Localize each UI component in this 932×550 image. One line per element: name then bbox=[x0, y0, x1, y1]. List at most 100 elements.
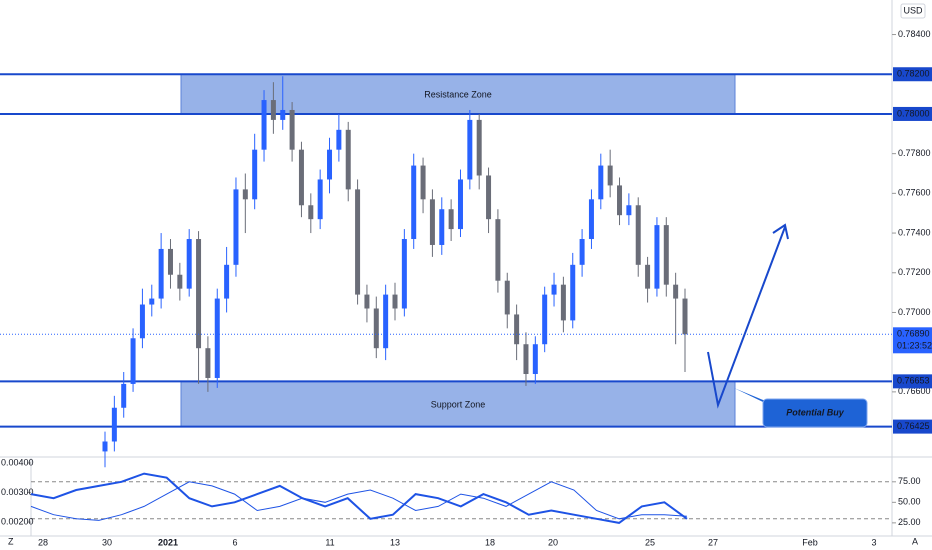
x-tick-label: 11 bbox=[325, 537, 334, 547]
y-tick-label: 0.77600 bbox=[898, 188, 931, 198]
level-badge bbox=[893, 106, 932, 121]
candle-body bbox=[448, 209, 454, 230]
x-tick-label: 27 bbox=[708, 537, 718, 547]
candle-body bbox=[514, 314, 520, 345]
candle-body bbox=[588, 199, 594, 240]
zone-label: Support Zone bbox=[431, 399, 486, 409]
candle-body bbox=[682, 298, 688, 335]
level-label: 0.78000 bbox=[897, 108, 930, 118]
candle-body bbox=[224, 264, 230, 299]
level-label: 0.78200 bbox=[897, 69, 930, 79]
candle-body bbox=[317, 179, 323, 220]
candle-body bbox=[635, 205, 641, 265]
level-label: 0.76653 bbox=[897, 376, 930, 386]
candle-body bbox=[355, 189, 361, 295]
currency: USD bbox=[903, 5, 923, 15]
y2-tick-label: 0.00300 bbox=[1, 487, 34, 497]
candle-body bbox=[504, 280, 510, 315]
candle-body bbox=[139, 304, 145, 339]
y-tick-label: 0.77800 bbox=[898, 148, 931, 158]
callout-box bbox=[762, 398, 868, 428]
candle-body bbox=[233, 189, 239, 265]
candle-body bbox=[177, 274, 183, 289]
y-tick-label: 25.00 bbox=[898, 517, 921, 527]
candle-body bbox=[542, 294, 548, 345]
candle-body bbox=[486, 175, 492, 220]
currency-box[interactable] bbox=[900, 3, 926, 19]
candle-body bbox=[495, 219, 501, 281]
candle-body bbox=[242, 189, 248, 200]
candle-body bbox=[663, 225, 669, 285]
candle-body bbox=[130, 338, 136, 384]
candle-body bbox=[196, 239, 202, 349]
candle-body bbox=[579, 239, 585, 265]
y2-tick-label: 0.00400 bbox=[1, 457, 34, 467]
x-tick-label: 20 bbox=[548, 537, 558, 547]
callout-pointer bbox=[734, 388, 768, 402]
candle-body bbox=[532, 344, 538, 375]
candle-body bbox=[523, 344, 529, 375]
candle-body bbox=[111, 407, 117, 442]
y-tick-label: 0.78400 bbox=[898, 29, 931, 39]
y-tick-label: 0.77000 bbox=[898, 307, 931, 317]
candle-body bbox=[327, 149, 333, 180]
candle-body bbox=[214, 298, 220, 378]
oscillator-line bbox=[30, 472, 688, 524]
candle-body bbox=[401, 239, 407, 309]
candle-body bbox=[158, 248, 164, 299]
y-tick-label: 50.00 bbox=[898, 497, 921, 507]
candle-body bbox=[411, 165, 417, 240]
candle-body bbox=[121, 383, 127, 408]
toolbar-z[interactable]: Z bbox=[8, 536, 14, 546]
candle-body bbox=[626, 205, 632, 216]
y-tick-label: 0.76600 bbox=[898, 386, 931, 396]
candle-body bbox=[149, 298, 155, 305]
candle-body bbox=[289, 109, 295, 150]
level-badge bbox=[893, 419, 932, 434]
candle-body bbox=[392, 294, 398, 309]
candle-body bbox=[298, 149, 304, 206]
level-badge bbox=[893, 67, 932, 82]
candle-body bbox=[270, 100, 276, 120]
candle-body bbox=[467, 119, 473, 180]
candle-body bbox=[457, 179, 463, 230]
x-tick-label: 30 bbox=[102, 537, 112, 547]
candle-body bbox=[205, 348, 211, 378]
current-price-badge bbox=[893, 327, 932, 354]
candle-body bbox=[336, 129, 342, 150]
candle-body bbox=[429, 199, 435, 245]
candle-body bbox=[617, 185, 623, 216]
candle-body bbox=[280, 109, 286, 120]
candle-body bbox=[308, 205, 314, 220]
x-tick-label: 28 bbox=[38, 537, 48, 547]
x-tick-label: 25 bbox=[645, 537, 655, 547]
candle-body bbox=[654, 225, 660, 289]
candle-body bbox=[551, 284, 557, 295]
x-tick-label: 3 bbox=[871, 537, 876, 547]
callout-text: Potential Buy bbox=[786, 407, 845, 417]
candle-body bbox=[476, 119, 482, 176]
oscillator-pane: 75.00 50.00 25.00 0.00400 0.00300 0.00200 bbox=[1, 457, 921, 527]
x-tick-label: Feb bbox=[802, 537, 818, 547]
candle-body bbox=[383, 294, 389, 349]
toolbar-a[interactable]: A bbox=[912, 536, 918, 546]
candle-body bbox=[167, 248, 173, 275]
zone-label: Resistance Zone bbox=[424, 89, 492, 99]
candle-body bbox=[252, 149, 258, 200]
projection-arrow bbox=[707, 223, 789, 409]
level-badge bbox=[893, 374, 932, 389]
candle-body bbox=[102, 441, 108, 452]
candle-body bbox=[373, 308, 379, 349]
candle-body bbox=[560, 284, 566, 321]
x-tick-label: 18 bbox=[485, 537, 495, 547]
x-tick-label: 13 bbox=[390, 537, 400, 547]
candle-body bbox=[570, 264, 576, 321]
countdown-label: 01:23:52 bbox=[897, 341, 932, 351]
candle-body bbox=[439, 209, 445, 245]
candle-body bbox=[645, 264, 651, 289]
candle-body bbox=[345, 129, 351, 190]
candle-body bbox=[598, 165, 604, 200]
y-tick-label: 0.77400 bbox=[898, 227, 931, 237]
oscillator-line bbox=[30, 481, 688, 521]
